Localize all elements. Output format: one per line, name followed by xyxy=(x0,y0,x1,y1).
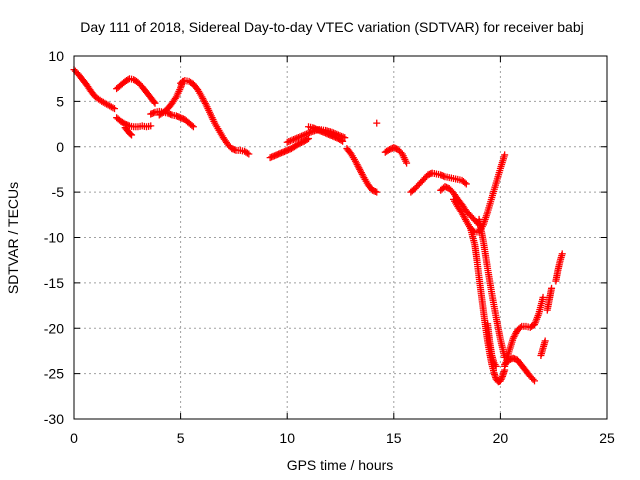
data-point xyxy=(296,133,304,141)
y-tick-label: -15 xyxy=(44,275,64,291)
data-point xyxy=(128,131,136,139)
x-tick-label: 5 xyxy=(177,430,185,446)
x-tick-labels: 0 5 10 15 20 25 xyxy=(70,430,615,446)
grid xyxy=(74,56,607,419)
data-point xyxy=(298,132,306,140)
data-point xyxy=(294,133,302,141)
data-point xyxy=(245,150,253,158)
data-point xyxy=(291,135,299,143)
data-point xyxy=(126,130,134,138)
data-point xyxy=(516,324,524,332)
y-tick-label: -25 xyxy=(44,366,64,382)
data-point xyxy=(462,180,470,188)
y-axis-label: SDTVAR / TECUs xyxy=(5,182,21,294)
series-arc-a xyxy=(70,66,119,113)
data-point xyxy=(151,99,159,107)
series-arc-m xyxy=(381,144,411,167)
y-tick-label: 0 xyxy=(56,139,64,155)
data-point xyxy=(306,129,314,137)
data-point xyxy=(461,179,469,187)
x-axis-label: GPS time / hours xyxy=(287,457,394,473)
data-point xyxy=(541,337,549,345)
series-arc-j xyxy=(305,123,347,145)
data-point xyxy=(539,293,547,301)
y-tick-label: -10 xyxy=(44,230,64,246)
data-point xyxy=(501,151,509,159)
axis-ticks xyxy=(73,55,608,420)
data-point xyxy=(497,375,505,383)
data-point xyxy=(558,250,566,258)
data-point xyxy=(373,119,381,127)
data-point xyxy=(293,134,301,142)
data-point xyxy=(189,123,197,131)
series-arc-u xyxy=(501,293,547,370)
series-arc-b xyxy=(113,75,159,107)
data-point xyxy=(290,135,298,143)
y-tick-label: -30 xyxy=(44,411,64,427)
series-arc-h xyxy=(266,135,313,162)
series-arc-w xyxy=(543,284,556,314)
y-tick-label: -5 xyxy=(52,184,65,200)
data-point xyxy=(373,188,381,196)
x-tick-label: 25 xyxy=(599,430,615,446)
data-point xyxy=(288,136,296,144)
y-tick-labels: 10 5 0 -5 -10 -15 -20 -25 -30 xyxy=(44,48,64,427)
data-point xyxy=(243,149,251,157)
data-point xyxy=(303,135,311,143)
data-point xyxy=(150,98,158,106)
series-arc-c xyxy=(113,114,155,131)
data-point xyxy=(188,122,196,130)
data-point xyxy=(286,137,294,145)
data-point xyxy=(496,377,504,385)
data-point xyxy=(531,377,539,385)
y-tick-label: 10 xyxy=(48,48,64,64)
data-point xyxy=(285,138,293,146)
y-tick-label: 5 xyxy=(56,93,64,109)
series-arc-k xyxy=(343,145,381,196)
x-tick-label: 15 xyxy=(386,430,402,446)
data-point xyxy=(147,122,155,130)
x-tick-label: 0 xyxy=(70,430,78,446)
data-point xyxy=(403,159,411,167)
series-arc-s xyxy=(484,320,500,370)
data-points xyxy=(70,66,566,386)
data-point xyxy=(283,138,291,146)
series-arc-l xyxy=(373,119,381,127)
x-tick-label: 10 xyxy=(279,430,295,446)
data-point xyxy=(301,131,309,139)
data-point xyxy=(109,104,117,112)
series-arc-v xyxy=(537,337,549,359)
data-point xyxy=(341,134,349,142)
series-arc-d xyxy=(121,124,136,139)
data-point xyxy=(337,136,345,144)
data-point xyxy=(304,129,312,137)
series-arc-p xyxy=(449,151,509,236)
data-point xyxy=(529,375,537,383)
series-arc-g xyxy=(177,77,253,158)
x-tick-label: 20 xyxy=(493,430,509,446)
data-point xyxy=(299,131,307,139)
chart-title: Day 111 of 2018, Sidereal Day-to-day VTE… xyxy=(80,19,583,35)
data-point xyxy=(498,374,506,382)
data-point xyxy=(548,284,556,292)
series-arc-r xyxy=(475,215,509,361)
data-point xyxy=(339,137,347,145)
series-arc-q xyxy=(467,224,509,386)
data-point xyxy=(302,130,310,138)
data-point xyxy=(111,105,119,113)
data-point xyxy=(492,362,500,370)
y-tick-label: -20 xyxy=(44,320,64,336)
series-arc-n xyxy=(407,169,470,196)
series-arc-x xyxy=(552,250,566,285)
